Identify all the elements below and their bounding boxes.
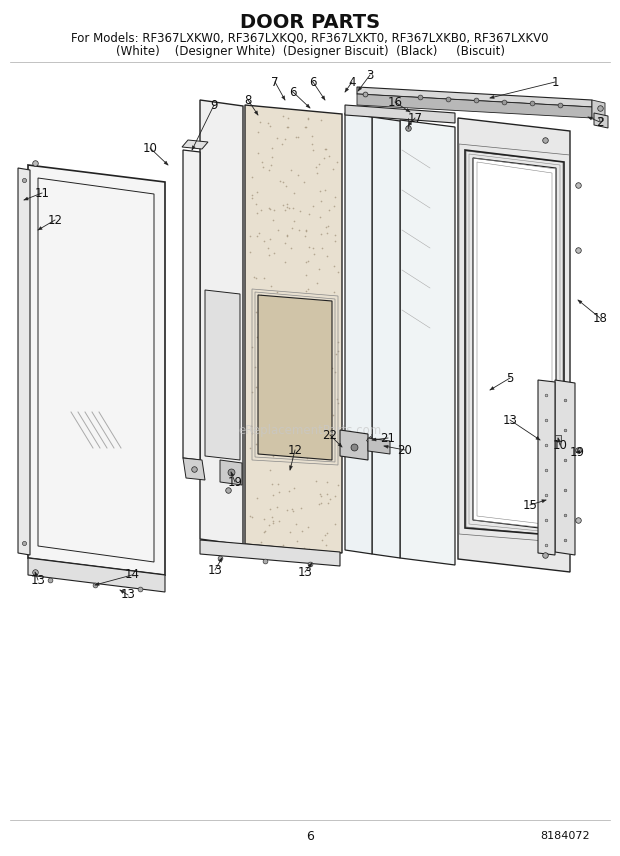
Polygon shape <box>458 118 570 572</box>
Polygon shape <box>536 437 540 440</box>
Text: 10: 10 <box>552 438 567 451</box>
Polygon shape <box>338 443 342 447</box>
Polygon shape <box>200 540 340 566</box>
Polygon shape <box>490 387 494 390</box>
Polygon shape <box>578 300 582 304</box>
Text: 14: 14 <box>125 568 140 581</box>
Polygon shape <box>28 558 165 592</box>
Polygon shape <box>182 140 208 149</box>
Text: 17: 17 <box>407 111 422 124</box>
Polygon shape <box>555 380 575 555</box>
Polygon shape <box>538 380 555 555</box>
Polygon shape <box>219 558 222 562</box>
Text: 13: 13 <box>298 566 312 579</box>
Polygon shape <box>357 94 592 118</box>
Polygon shape <box>18 168 30 555</box>
Polygon shape <box>24 197 29 200</box>
Polygon shape <box>345 105 455 123</box>
Polygon shape <box>358 86 361 91</box>
Polygon shape <box>220 460 242 485</box>
Polygon shape <box>231 472 234 476</box>
Text: 13: 13 <box>30 574 45 586</box>
Polygon shape <box>557 438 560 443</box>
Polygon shape <box>372 117 400 558</box>
Polygon shape <box>321 96 325 100</box>
Text: 2: 2 <box>596 116 604 128</box>
Polygon shape <box>183 458 205 480</box>
Polygon shape <box>192 146 195 150</box>
Text: 13: 13 <box>503 413 518 426</box>
Polygon shape <box>308 563 312 568</box>
Text: 12: 12 <box>48 213 63 227</box>
Text: 8: 8 <box>244 93 252 106</box>
Text: 1: 1 <box>551 75 559 88</box>
Polygon shape <box>28 165 165 575</box>
Polygon shape <box>254 110 258 115</box>
Text: 13: 13 <box>208 563 223 576</box>
Polygon shape <box>281 96 285 100</box>
Polygon shape <box>594 113 608 128</box>
Text: 21: 21 <box>381 431 396 444</box>
Polygon shape <box>120 590 124 593</box>
Text: 16: 16 <box>388 96 402 109</box>
Polygon shape <box>357 87 592 107</box>
Text: 11: 11 <box>35 187 50 199</box>
Polygon shape <box>258 295 332 460</box>
Polygon shape <box>340 430 368 460</box>
Text: 13: 13 <box>120 589 135 602</box>
Polygon shape <box>384 445 388 449</box>
Text: 22: 22 <box>322 429 337 442</box>
Polygon shape <box>345 113 372 554</box>
Polygon shape <box>542 500 546 502</box>
Polygon shape <box>95 582 99 586</box>
Polygon shape <box>490 96 494 98</box>
Polygon shape <box>164 161 168 165</box>
Polygon shape <box>306 104 310 108</box>
Text: (White)    (Designer White)  (Designer Biscuit)  (Black)     (Biscuit): (White) (Designer White) (Designer Biscu… <box>115 45 505 57</box>
Polygon shape <box>372 438 376 441</box>
Text: 6: 6 <box>309 75 317 88</box>
Polygon shape <box>576 450 580 454</box>
Polygon shape <box>290 466 293 470</box>
Text: 7: 7 <box>272 75 279 88</box>
Polygon shape <box>473 158 556 530</box>
Polygon shape <box>205 290 240 460</box>
Text: 5: 5 <box>507 372 514 384</box>
Text: 6: 6 <box>306 829 314 842</box>
Text: 19: 19 <box>228 475 242 489</box>
Text: 15: 15 <box>523 498 538 512</box>
Polygon shape <box>183 150 200 460</box>
Text: 6: 6 <box>290 86 297 98</box>
Text: eReplacementParts.com: eReplacementParts.com <box>238 424 382 437</box>
Polygon shape <box>588 117 592 120</box>
Text: 20: 20 <box>397 443 412 456</box>
Polygon shape <box>592 100 605 120</box>
Polygon shape <box>38 227 42 230</box>
Text: 18: 18 <box>593 312 608 324</box>
Text: DOOR PARTS: DOOR PARTS <box>240 13 380 32</box>
Text: 19: 19 <box>570 445 585 459</box>
Polygon shape <box>200 100 243 545</box>
Text: 10: 10 <box>143 141 157 154</box>
Polygon shape <box>368 438 390 454</box>
Text: 9: 9 <box>210 98 218 111</box>
Text: 4: 4 <box>348 75 356 88</box>
Text: 8184072: 8184072 <box>541 831 590 841</box>
Polygon shape <box>345 88 348 92</box>
Text: For Models: RF367LXKW0, RF367LXKQ0, RF367LXKT0, RF367LXKB0, RF367LXKV0: For Models: RF367LXKW0, RF367LXKQ0, RF36… <box>71 32 549 45</box>
Polygon shape <box>408 122 412 126</box>
Polygon shape <box>35 572 38 576</box>
Polygon shape <box>400 120 455 565</box>
Text: 3: 3 <box>366 68 374 81</box>
Polygon shape <box>405 109 410 112</box>
Polygon shape <box>245 105 342 553</box>
Text: 12: 12 <box>288 443 303 456</box>
